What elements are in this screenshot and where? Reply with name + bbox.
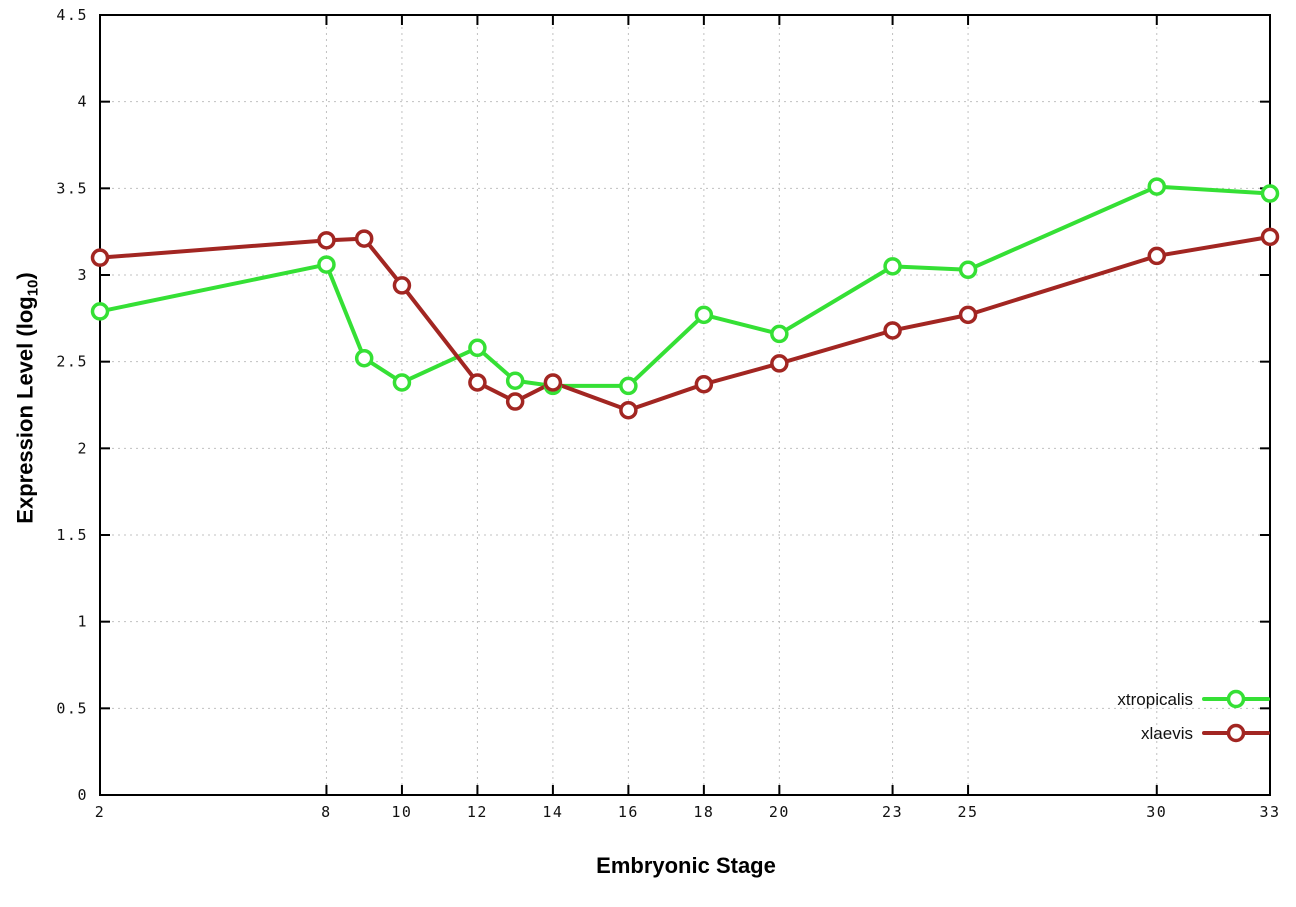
- y-tick-label: 3: [77, 266, 88, 284]
- marker-xtropicalis: [1147, 177, 1167, 196]
- y-tick-label: 2: [77, 439, 88, 457]
- marker-xtropicalis: [694, 305, 714, 325]
- y-tick-label: 4: [77, 93, 88, 111]
- y-tick-label: 4.5: [56, 6, 88, 24]
- legend-marker-xlaevis: [1226, 723, 1246, 743]
- y-tick-label: 3.5: [56, 179, 88, 197]
- marker-xtropicalis: [354, 348, 374, 368]
- y-tick-label: 0.5: [56, 699, 88, 717]
- y-tick-label: 0: [77, 786, 88, 804]
- marker-xtropicalis: [505, 371, 525, 390]
- marker-xlaevis: [619, 400, 638, 420]
- x-tick-label: 33: [1259, 803, 1280, 821]
- y-tick-label: 2.5: [56, 353, 88, 371]
- marker-xtropicalis: [770, 324, 789, 344]
- x-tick-label: 23: [882, 803, 903, 821]
- marker-xlaevis: [90, 248, 110, 267]
- x-tick-label: 18: [693, 803, 714, 821]
- x-axis-label: Embryonic Stage: [596, 853, 776, 878]
- x-tick-label: 25: [958, 803, 979, 821]
- marker-xtropicalis: [392, 373, 412, 392]
- x-tick-label: 2: [95, 803, 106, 821]
- legend-marker-xtropicalis: [1226, 689, 1246, 709]
- series-line-xtropicalis: [98, 184, 1272, 388]
- marker-xlaevis: [694, 374, 714, 394]
- marker-xlaevis: [317, 231, 336, 250]
- marker-xlaevis: [392, 276, 412, 295]
- y-tick-label: 1: [77, 613, 88, 631]
- marker-xtropicalis: [90, 302, 110, 321]
- y-axis-label-subscript: 10: [24, 279, 42, 297]
- x-tick-label: 16: [618, 803, 639, 821]
- marker-xlaevis: [468, 373, 487, 392]
- marker-xlaevis: [1260, 227, 1280, 247]
- marker-xtropicalis: [619, 376, 638, 396]
- y-axis-label-text: Expression Level (log: [12, 296, 38, 524]
- marker-xlaevis: [958, 305, 978, 325]
- x-tick-label: 20: [769, 803, 790, 821]
- marker-xlaevis: [354, 229, 374, 248]
- marker-xtropicalis: [468, 338, 487, 358]
- y-tick-label: 1.5: [56, 526, 88, 544]
- y-axis-label: Expression Level (log10): [12, 272, 41, 523]
- marker-xtropicalis: [1260, 184, 1280, 203]
- x-tick-label: 14: [542, 803, 563, 821]
- marker-xtropicalis: [958, 260, 978, 280]
- plot-border: [99, 14, 1271, 796]
- marker-xlaevis: [505, 392, 525, 411]
- marker-xlaevis: [1147, 246, 1167, 266]
- x-tick-label: 8: [321, 803, 332, 821]
- x-tick-label: 30: [1146, 803, 1167, 821]
- marker-xlaevis: [770, 354, 789, 373]
- x-tick-label: 10: [391, 803, 412, 821]
- x-tick-label: 12: [467, 803, 488, 821]
- legend-label-xlaevis: xlaevis: [1141, 724, 1193, 743]
- marker-xlaevis: [883, 321, 902, 340]
- series-line-xlaevis: [98, 234, 1272, 413]
- y-axis-label-suffix: ): [12, 272, 38, 280]
- marker-xtropicalis: [883, 257, 902, 276]
- marker-xtropicalis: [317, 255, 336, 274]
- marker-xlaevis: [543, 373, 563, 392]
- legend-label-xtropicalis: xtropicalis: [1117, 690, 1193, 709]
